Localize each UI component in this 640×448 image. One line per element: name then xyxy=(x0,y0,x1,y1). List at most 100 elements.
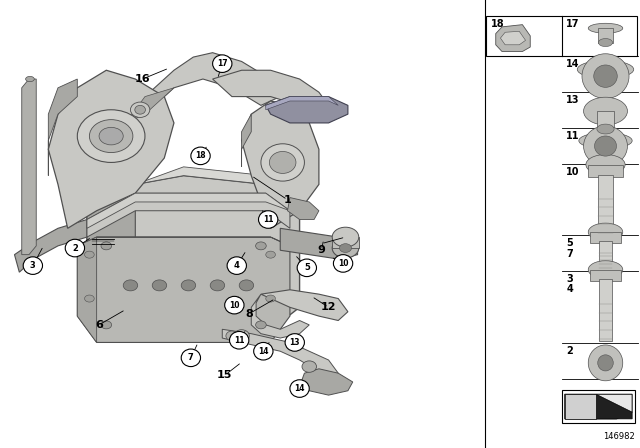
Ellipse shape xyxy=(261,144,305,181)
Ellipse shape xyxy=(90,120,133,153)
Ellipse shape xyxy=(595,136,616,156)
Polygon shape xyxy=(135,167,300,202)
Circle shape xyxy=(297,259,317,276)
Ellipse shape xyxy=(226,331,238,340)
Text: 14: 14 xyxy=(294,384,305,393)
Ellipse shape xyxy=(26,77,35,82)
Polygon shape xyxy=(87,193,290,237)
Ellipse shape xyxy=(269,151,296,173)
Polygon shape xyxy=(125,88,174,123)
Text: 18: 18 xyxy=(491,19,505,29)
Text: 146982: 146982 xyxy=(604,432,636,441)
Ellipse shape xyxy=(598,355,613,371)
Circle shape xyxy=(227,257,246,274)
Ellipse shape xyxy=(181,280,196,291)
Text: 4: 4 xyxy=(566,284,573,294)
Ellipse shape xyxy=(339,244,351,252)
Text: 9: 9 xyxy=(317,245,325,255)
Ellipse shape xyxy=(598,39,612,47)
Ellipse shape xyxy=(234,330,250,342)
Polygon shape xyxy=(261,290,348,320)
Bar xyxy=(590,232,621,243)
Text: 14: 14 xyxy=(258,347,269,356)
Ellipse shape xyxy=(579,133,632,149)
Text: 8: 8 xyxy=(245,309,253,319)
Text: 11: 11 xyxy=(566,131,580,141)
Text: 13: 13 xyxy=(289,338,300,347)
Ellipse shape xyxy=(131,102,150,117)
Ellipse shape xyxy=(135,105,145,114)
Polygon shape xyxy=(500,31,525,45)
Polygon shape xyxy=(87,185,135,334)
Circle shape xyxy=(253,342,273,360)
Circle shape xyxy=(23,257,42,274)
Ellipse shape xyxy=(582,54,629,99)
Polygon shape xyxy=(564,394,632,419)
Circle shape xyxy=(191,147,210,165)
Polygon shape xyxy=(212,70,328,114)
Text: 17: 17 xyxy=(566,19,580,29)
Ellipse shape xyxy=(99,127,124,145)
Bar xyxy=(590,270,621,281)
Polygon shape xyxy=(596,394,632,419)
Ellipse shape xyxy=(586,155,625,175)
Ellipse shape xyxy=(84,251,94,258)
Ellipse shape xyxy=(594,65,617,87)
Ellipse shape xyxy=(266,295,275,302)
Polygon shape xyxy=(97,237,290,246)
Text: 3: 3 xyxy=(566,274,573,284)
Bar xyxy=(598,28,612,43)
Text: 7: 7 xyxy=(188,353,194,362)
Ellipse shape xyxy=(77,110,145,163)
Polygon shape xyxy=(222,329,338,378)
Circle shape xyxy=(212,55,232,73)
Polygon shape xyxy=(280,228,358,259)
Text: 18: 18 xyxy=(195,151,206,160)
Ellipse shape xyxy=(577,60,634,78)
Circle shape xyxy=(65,239,84,257)
Circle shape xyxy=(285,334,305,351)
Ellipse shape xyxy=(101,242,111,250)
Ellipse shape xyxy=(588,345,623,381)
Text: 10: 10 xyxy=(338,259,348,268)
Text: 2: 2 xyxy=(72,244,78,253)
Bar xyxy=(599,279,612,341)
Text: 15: 15 xyxy=(217,370,232,380)
Polygon shape xyxy=(266,97,348,123)
Text: 7: 7 xyxy=(566,249,573,258)
Ellipse shape xyxy=(101,321,111,329)
Polygon shape xyxy=(125,53,280,123)
Ellipse shape xyxy=(588,261,623,279)
Ellipse shape xyxy=(255,242,266,250)
Polygon shape xyxy=(15,220,87,272)
Polygon shape xyxy=(77,237,97,342)
Ellipse shape xyxy=(584,97,627,125)
Text: 17: 17 xyxy=(217,59,228,68)
Bar xyxy=(599,241,612,270)
Text: 12: 12 xyxy=(321,302,337,312)
Polygon shape xyxy=(242,114,252,167)
Polygon shape xyxy=(49,79,77,176)
Polygon shape xyxy=(564,394,596,419)
Ellipse shape xyxy=(255,321,266,329)
Circle shape xyxy=(333,254,353,272)
Ellipse shape xyxy=(210,280,225,291)
Polygon shape xyxy=(287,198,319,220)
Polygon shape xyxy=(77,237,290,342)
Ellipse shape xyxy=(588,23,623,33)
Text: 3: 3 xyxy=(30,261,36,270)
Polygon shape xyxy=(266,97,338,110)
Ellipse shape xyxy=(584,126,627,166)
Text: 10: 10 xyxy=(566,167,580,177)
Polygon shape xyxy=(332,237,358,248)
Ellipse shape xyxy=(332,238,359,258)
Bar xyxy=(588,165,623,177)
Text: 5: 5 xyxy=(566,238,573,248)
Polygon shape xyxy=(49,70,174,228)
Text: 1: 1 xyxy=(284,195,291,205)
Polygon shape xyxy=(242,101,319,228)
Text: 11: 11 xyxy=(263,215,273,224)
Ellipse shape xyxy=(84,295,94,302)
Polygon shape xyxy=(87,176,300,334)
Polygon shape xyxy=(0,0,483,439)
